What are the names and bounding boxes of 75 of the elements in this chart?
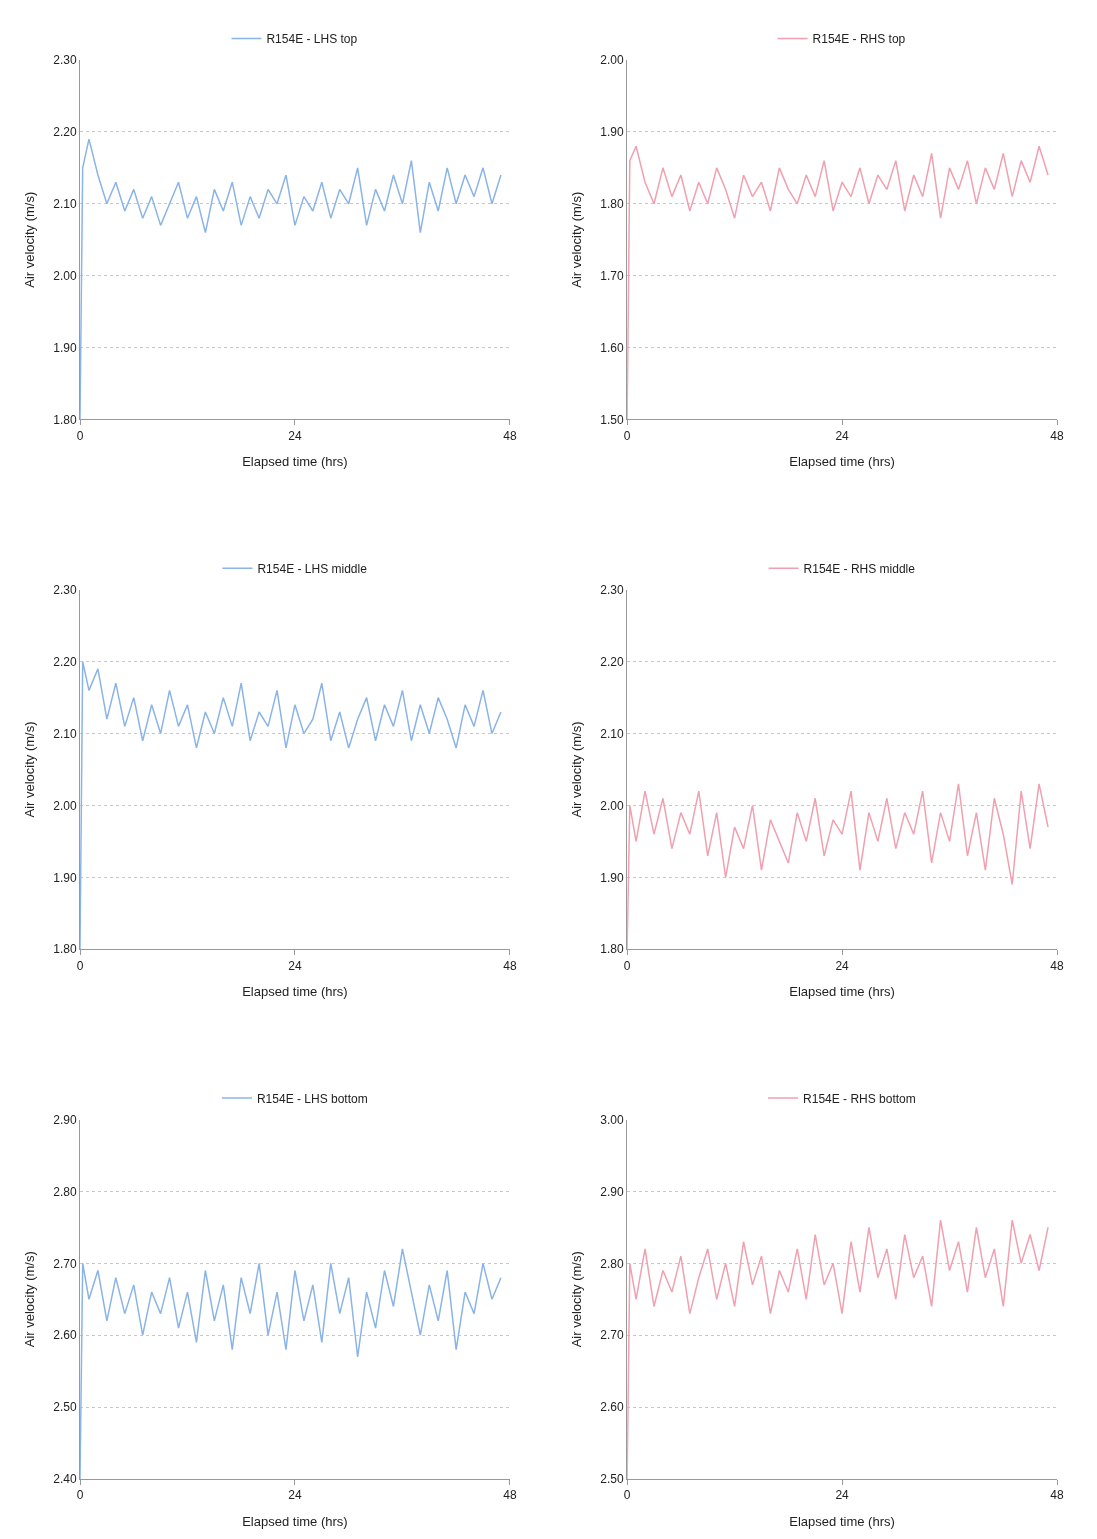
y-axis-title: Air velocity (m/s)	[22, 721, 38, 818]
x-axis-title: Elapsed time (hrs)	[789, 984, 895, 1000]
y-tick-label: 2.70	[600, 1328, 625, 1343]
x-tick-label: 48	[1050, 1488, 1064, 1503]
legend-label: R154E - RHS top	[812, 32, 906, 47]
y-tick-label: 1.90	[600, 870, 625, 885]
y-tick-label: 1.80	[53, 942, 77, 957]
line-series	[80, 1248, 502, 1479]
x-axis-title: Elapsed time (hrs)	[242, 454, 348, 470]
x-tick-label: 0	[76, 958, 84, 973]
y-tick-label: 2.00	[600, 798, 625, 813]
y-tick-label: 1.50	[600, 412, 625, 427]
y-tick-label: 2.40	[53, 1472, 77, 1487]
x-axis-title: Elapsed time (hrs)	[789, 1514, 895, 1529]
x-tick-label: 24	[835, 1488, 850, 1503]
y-tick-label: 2.20	[600, 654, 625, 669]
y-tick-label: 2.30	[53, 582, 77, 597]
y-tick-label: 1.80	[600, 942, 625, 957]
x-tick-label: 24	[288, 958, 302, 973]
legend-label: R154E - LHS middle	[257, 561, 368, 576]
y-tick-label: 2.70	[53, 1256, 77, 1271]
x-tick-label: 48	[503, 1488, 517, 1503]
y-axis-title: Air velocity (m/s)	[569, 1251, 585, 1348]
x-tick-label: 0	[76, 428, 84, 443]
legend-label: R154E - RHS bottom	[803, 1091, 916, 1106]
y-axis-title: Air velocity (m/s)	[569, 721, 585, 818]
y-tick-label: 2.10	[53, 726, 77, 741]
y-tick-label: 2.30	[600, 582, 625, 597]
x-tick-label: 48	[1050, 958, 1064, 973]
y-tick-label: 2.60	[600, 1400, 625, 1415]
x-tick-label: 24	[288, 1488, 302, 1503]
y-tick-label: 2.30	[53, 53, 77, 68]
x-tick-label: 48	[503, 428, 517, 443]
legend-label: R154E - RHS middle	[803, 561, 916, 576]
y-tick-label: 2.10	[53, 196, 77, 211]
y-tick-label: 2.60	[53, 1328, 77, 1343]
y-tick-label: 2.90	[600, 1184, 625, 1199]
y-tick-label: 2.00	[53, 268, 77, 283]
x-tick-label: 24	[835, 428, 850, 443]
y-axis-title: Air velocity (m/s)	[22, 191, 38, 288]
y-tick-label: 1.80	[53, 412, 77, 427]
y-tick-label: 1.90	[53, 870, 77, 885]
y-tick-label: 1.90	[600, 125, 625, 140]
legend-label: R154E - LHS top	[266, 32, 358, 47]
line-series	[80, 138, 502, 420]
y-tick-label: 3.00	[600, 1112, 625, 1127]
y-tick-label: 2.90	[53, 1112, 77, 1127]
x-tick-label: 48	[1050, 428, 1064, 443]
line-series	[80, 660, 502, 950]
y-axis-title: Air velocity (m/s)	[569, 191, 585, 288]
y-tick-label: 2.10	[600, 726, 625, 741]
x-axis-title: Elapsed time (hrs)	[242, 984, 348, 1000]
x-tick-label: 24	[835, 958, 850, 973]
y-tick-label: 2.20	[53, 654, 77, 669]
y-tick-label: 2.00	[53, 798, 77, 813]
y-axis-title: Air velocity (m/s)	[22, 1251, 38, 1348]
legend-label: R154E - LHS bottom	[256, 1091, 368, 1106]
x-axis-title: Elapsed time (hrs)	[789, 454, 895, 470]
y-tick-label: 2.80	[53, 1184, 77, 1199]
y-tick-label: 1.60	[600, 340, 625, 355]
y-tick-label: 2.50	[600, 1472, 625, 1487]
x-tick-label: 48	[503, 958, 517, 973]
x-tick-label: 0	[623, 958, 631, 973]
y-tick-label: 2.80	[600, 1256, 625, 1271]
y-tick-label: 1.90	[53, 340, 77, 355]
y-tick-label: 2.20	[53, 125, 77, 140]
x-tick-label: 0	[76, 1488, 84, 1503]
x-tick-label: 0	[623, 428, 631, 443]
y-tick-label: 1.70	[600, 268, 625, 283]
x-axis-title: Elapsed time (hrs)	[242, 1514, 348, 1529]
y-tick-label: 2.00	[600, 53, 625, 68]
y-tick-label: 1.80	[600, 196, 625, 211]
x-tick-label: 0	[623, 1488, 631, 1503]
x-tick-label: 24	[288, 428, 302, 443]
y-tick-label: 2.50	[53, 1400, 77, 1415]
